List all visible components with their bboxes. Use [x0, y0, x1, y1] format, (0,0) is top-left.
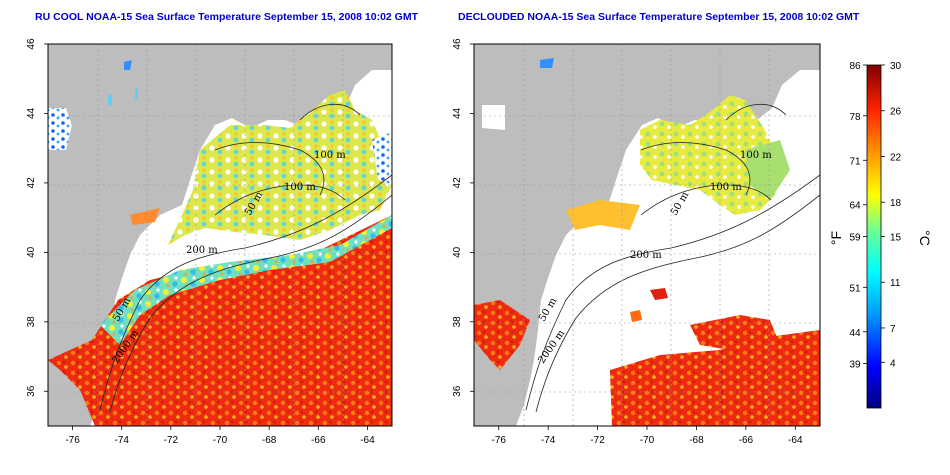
fahrenheit-tick-label: 78	[849, 112, 861, 123]
contour-label: 100 m	[314, 150, 346, 161]
shelf-mixed	[168, 90, 392, 245]
celsius-tick-label: 18	[890, 198, 902, 209]
celsius-unit: °C	[917, 230, 933, 246]
lon-tick-label: -64	[788, 435, 803, 446]
lat-tick-label: 46	[26, 38, 37, 50]
lat-tick-label: 44	[452, 107, 463, 119]
contour-label: 100 m	[710, 182, 742, 193]
lat-tick-label: 38	[452, 316, 463, 328]
lon-tick-label: -66	[739, 435, 754, 446]
celsius-tick-label: 4	[890, 358, 896, 369]
left-panel-title: RU COOL NOAA-15 Sea Surface Temperature …	[35, 11, 419, 23]
contour-label: 100 m	[284, 182, 316, 193]
right-panel-title: DECLOUDED NOAA-15 Sea Surface Temperatur…	[458, 11, 860, 23]
lat-tick-label: 40	[26, 246, 37, 258]
left-map	[48, 44, 392, 426]
fahrenheit-tick-label: 86	[849, 61, 861, 72]
celsius-tick-label: 15	[890, 233, 902, 244]
fahrenheit-tick-label: 64	[849, 201, 861, 212]
fahrenheit-tick-label: 44	[849, 328, 861, 339]
lon-tick-label: -68	[689, 435, 704, 446]
lon-tick-label: -70	[213, 435, 228, 446]
lon-tick-label: -68	[262, 435, 277, 446]
lon-tick-label: -66	[311, 435, 326, 446]
celsius-tick-label: 22	[890, 152, 902, 163]
lon-tick-label: -72	[164, 435, 179, 446]
lon-tick-label: -76	[491, 435, 506, 446]
lon-tick-label: -64	[360, 435, 375, 446]
left-grid	[48, 44, 392, 426]
contour-label: 200 m	[186, 245, 218, 256]
cold-patch	[48, 108, 72, 150]
lat-tick-label: 42	[452, 177, 463, 189]
land	[474, 44, 820, 426]
colorbar-ticks: 30 26 22 18 15 11 7 4 86 78 71 64 59 51 44 39	[849, 61, 901, 371]
land	[48, 44, 392, 426]
contour-label: 200 m	[630, 250, 662, 261]
ocean-warm	[48, 215, 392, 426]
lat-tick-label: 36	[452, 385, 463, 397]
fahrenheit-unit: °F	[828, 231, 844, 245]
axis-ticks: -76 -74 -72 -70 -68 -66 -64 46 44 42 40 38 36 -76 -74 -…	[26, 38, 803, 446]
right-map	[474, 44, 820, 426]
celsius-tick-label: 11	[890, 278, 901, 289]
lat-tick-label: 40	[452, 246, 463, 258]
lon-tick-label: -76	[65, 435, 80, 446]
celsius-tick-label: 7	[890, 324, 896, 335]
lon-tick-label: -74	[114, 435, 129, 446]
contour-label: 100 m	[740, 150, 772, 161]
right-grid	[474, 44, 820, 426]
fahrenheit-tick-label: 71	[849, 156, 861, 167]
fahrenheit-tick-label: 51	[849, 283, 861, 294]
lon-tick-label: -72	[590, 435, 605, 446]
lat-tick-label: 44	[26, 107, 37, 119]
lat-tick-label: 42	[26, 177, 37, 189]
celsius-tick-label: 30	[890, 61, 902, 72]
lon-tick-label: -74	[541, 435, 556, 446]
left-contours	[99, 103, 392, 413]
fahrenheit-tick-label: 39	[849, 360, 861, 371]
lat-tick-label: 38	[26, 316, 37, 328]
lat-tick-label: 46	[452, 38, 463, 50]
fahrenheit-tick-label: 59	[849, 233, 861, 244]
celsius-tick-label: 26	[890, 107, 902, 118]
lon-tick-label: -70	[640, 435, 655, 446]
cold-patch-east	[372, 132, 392, 185]
colorbar	[866, 64, 882, 409]
lat-tick-label: 36	[26, 385, 37, 397]
ocean-warm-south	[610, 330, 820, 426]
